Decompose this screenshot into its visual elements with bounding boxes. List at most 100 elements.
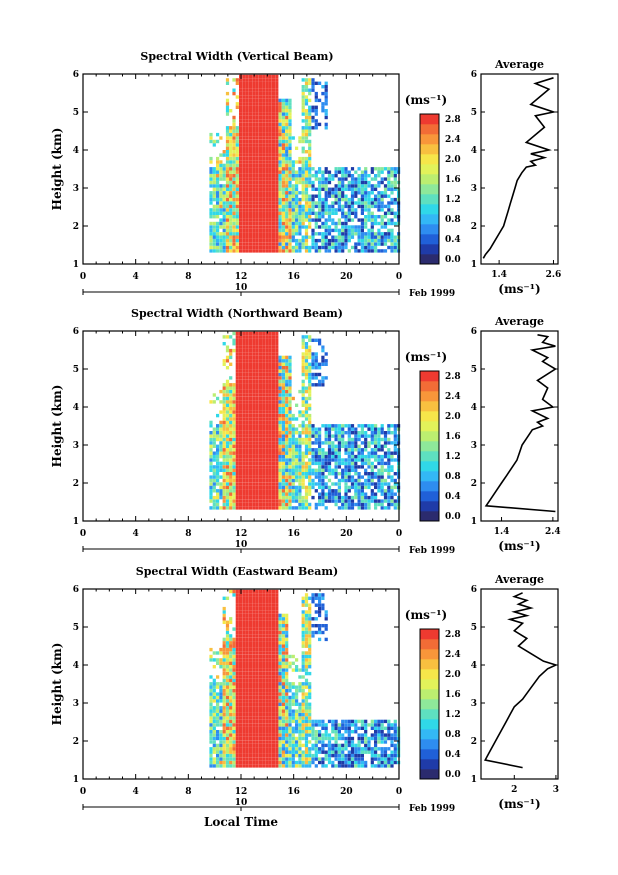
- heatmap-cell: [245, 736, 249, 741]
- heatmap-cell: [262, 372, 266, 377]
- heatmap-cell: [295, 191, 299, 195]
- heatmap-cell: [344, 197, 348, 202]
- heatmap-cell: [252, 211, 256, 215]
- heatmap-cell: [245, 345, 249, 349]
- heatmap-cell: [298, 232, 302, 236]
- heatmap-cell: [327, 242, 332, 246]
- heatmap-cell: [235, 187, 239, 191]
- heatmap-cell: [252, 184, 256, 188]
- heatmap-cell: [239, 485, 243, 490]
- heatmap-cell: [222, 461, 226, 466]
- heatmap-cell: [314, 352, 318, 356]
- heatmap-cell: [304, 204, 309, 209]
- heatmap-cell: [239, 437, 243, 442]
- heatmap-cell: [337, 485, 341, 490]
- heatmap-cell: [285, 191, 289, 195]
- heatmap-cell: [235, 342, 239, 346]
- heatmap-cell: [301, 139, 305, 144]
- heatmap-cell: [308, 362, 312, 366]
- heatmap-cell: [321, 478, 325, 483]
- heatmap-cell: [252, 630, 256, 635]
- heatmap-cell: [271, 461, 276, 466]
- heatmap-cell: [232, 163, 236, 168]
- heatmap-cell: [301, 112, 305, 116]
- heatmap-cell: [281, 245, 285, 250]
- heatmap-cell: [295, 403, 299, 407]
- heatmap-cell: [219, 427, 223, 431]
- heatmap-cell: [235, 606, 239, 611]
- heatmap-cell: [295, 238, 299, 243]
- heatmap-cell: [229, 393, 233, 397]
- heatmap-cell: [242, 760, 246, 765]
- heatmap-cell: [252, 88, 256, 92]
- heatmap-cell: [239, 699, 243, 703]
- heatmap-cell: [360, 201, 364, 205]
- heatmap-cell: [252, 478, 256, 483]
- heatmap-cell: [308, 163, 312, 168]
- heatmap-cell: [258, 620, 262, 624]
- heatmap-cell: [265, 245, 269, 250]
- heatmap-cell: [380, 194, 384, 198]
- heatmap-cell: [216, 730, 220, 734]
- heatmap-cell: [354, 194, 358, 198]
- heatmap-cell: [268, 201, 272, 205]
- heatmap-cell: [288, 126, 292, 130]
- heatmap-cell: [275, 685, 279, 689]
- heatmap-cell: [219, 764, 223, 768]
- heatmap-cell: [239, 184, 243, 188]
- heatmap-cell: [268, 156, 272, 161]
- heatmap-cell: [265, 122, 269, 127]
- heatmap-cell: [281, 211, 285, 215]
- heatmap-cell: [245, 393, 249, 397]
- heatmap-cell: [229, 712, 233, 717]
- heatmap-cell: [258, 730, 262, 734]
- heatmap-cell: [341, 208, 345, 212]
- heatmap-cell: [301, 441, 305, 445]
- heatmap-cell: [248, 153, 253, 157]
- heatmap-cell: [281, 396, 285, 401]
- heatmap-cell: [304, 109, 309, 113]
- heatmap-cell: [301, 431, 305, 435]
- heatmap-cell: [255, 478, 259, 483]
- heatmap-cell: [268, 634, 272, 638]
- heatmap-cell: [301, 386, 305, 390]
- heatmap-cell: [298, 156, 302, 161]
- heatmap-cell: [377, 472, 381, 476]
- heatmap-cell: [278, 221, 282, 226]
- heatmap-cell: [268, 485, 272, 490]
- heatmap-cell: [229, 218, 233, 222]
- heatmap-cell: [275, 706, 279, 710]
- heatmap-cell: [275, 485, 279, 490]
- heatmap-cell: [248, 400, 253, 404]
- heatmap-cell: [360, 218, 364, 222]
- heatmap-cell: [245, 465, 249, 469]
- heatmap-cell: [248, 109, 253, 113]
- heatmap-cell: [239, 81, 243, 85]
- heatmap-cell: [291, 218, 295, 222]
- heatmap-cell: [222, 730, 226, 734]
- heatmap-cell: [262, 163, 266, 168]
- heatmap-cell: [370, 235, 374, 239]
- heatmap-cell: [350, 194, 355, 198]
- heatmap-cell: [285, 465, 289, 469]
- heatmap-cell: [304, 208, 309, 212]
- heatmap-cell: [288, 122, 292, 127]
- heatmap-cell: [387, 232, 391, 236]
- heatmap-cell: [360, 506, 364, 510]
- heatmap-cell: [239, 596, 243, 600]
- heatmap-cell: [278, 204, 282, 209]
- heatmap-cell: [308, 245, 312, 250]
- heatmap-cell: [252, 458, 256, 462]
- heatmap-cell: [216, 174, 220, 178]
- heatmap-cell: [298, 201, 302, 205]
- heatmap-cell: [262, 194, 266, 198]
- heatmap-cell: [288, 238, 292, 243]
- heatmap-cell: [229, 352, 233, 356]
- heatmap-cell: [291, 431, 295, 435]
- heatmap-cell: [357, 448, 361, 452]
- heatmap-cell: [245, 593, 249, 597]
- heatmap-cell: [242, 478, 246, 483]
- heatmap-cell: [255, 413, 259, 418]
- heatmap-cell: [239, 122, 243, 127]
- heatmap-cell: [383, 444, 388, 448]
